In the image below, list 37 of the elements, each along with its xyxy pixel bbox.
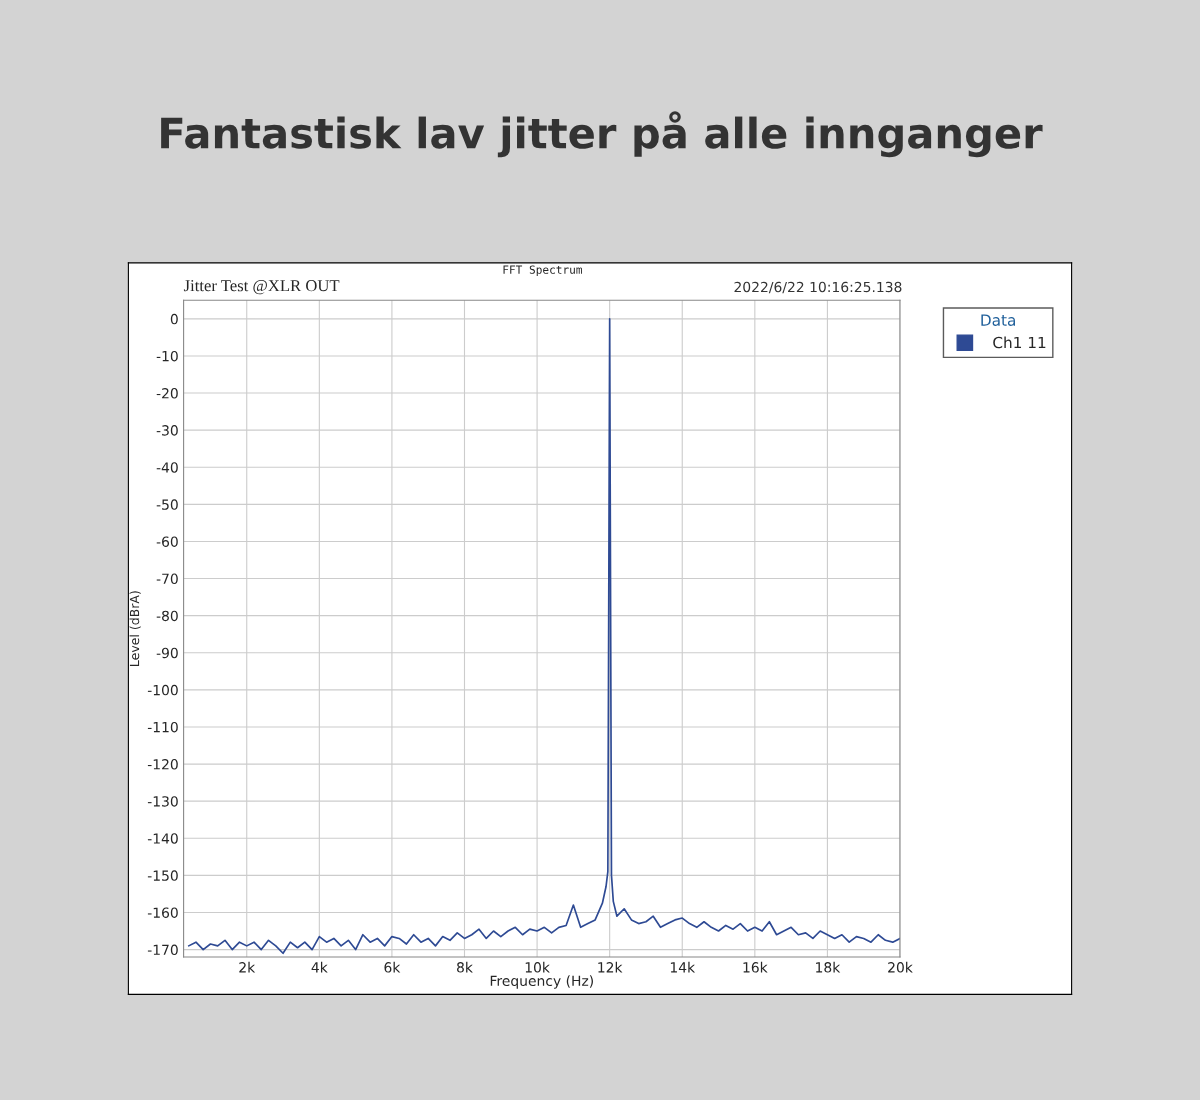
y-tick-label: -90 bbox=[156, 647, 178, 659]
legend-title: Data bbox=[981, 314, 1015, 326]
chart-subtitle: FFT Spectrum bbox=[503, 265, 583, 277]
y-tick-label: -70 bbox=[156, 573, 178, 585]
x-axis-title: Frequency (Hz) bbox=[490, 975, 593, 989]
x-tick-label: 12k bbox=[598, 961, 623, 973]
y-tick-label: -150 bbox=[147, 870, 178, 881]
y-tick-label: -120 bbox=[147, 759, 178, 770]
y-tick-label: -100 bbox=[147, 684, 178, 696]
line-series bbox=[187, 318, 900, 955]
x-tick-label: 14k bbox=[670, 961, 696, 973]
text: 2022/6/22 10:16:25.138 bbox=[734, 281, 902, 294]
x-tick-label: 4k bbox=[311, 961, 328, 973]
y-tick-label: -20 bbox=[156, 388, 178, 399]
y-tick-label: -80 bbox=[156, 610, 178, 622]
y-tick-label: -160 bbox=[147, 907, 178, 918]
y-tick-label: -10 bbox=[156, 350, 178, 362]
y-axis-title: Level (dBrA) bbox=[129, 591, 141, 666]
y-tick-label: -170 bbox=[147, 944, 178, 956]
x-tick-label: 16k bbox=[743, 961, 768, 973]
y-tick-label: -30 bbox=[156, 425, 178, 436]
y-tick-label: -110 bbox=[147, 721, 178, 733]
x-tick-label: 18k bbox=[816, 961, 841, 973]
text: Jitter Test @XLR OUT bbox=[183, 280, 340, 295]
y-tick-label: 0 bbox=[170, 313, 178, 325]
x-tick-label: 6k bbox=[384, 961, 401, 973]
legend-label: Ch1 11 bbox=[993, 336, 1046, 349]
x-tick-label: 2k bbox=[239, 961, 256, 973]
y-tick-label: -40 bbox=[156, 462, 178, 473]
y-tick-label: -130 bbox=[147, 796, 178, 807]
y-tick-label: -50 bbox=[156, 499, 178, 510]
y-tick-label: -60 bbox=[156, 536, 178, 547]
chart-title: Fantastisk lav jitter på alle innganger bbox=[161, 111, 1043, 158]
x-tick-label: 8k bbox=[457, 961, 473, 973]
x-tick-label: 20k bbox=[888, 961, 913, 973]
y-tick-label: -140 bbox=[147, 833, 178, 844]
x-tick-label: 10k bbox=[525, 961, 550, 973]
